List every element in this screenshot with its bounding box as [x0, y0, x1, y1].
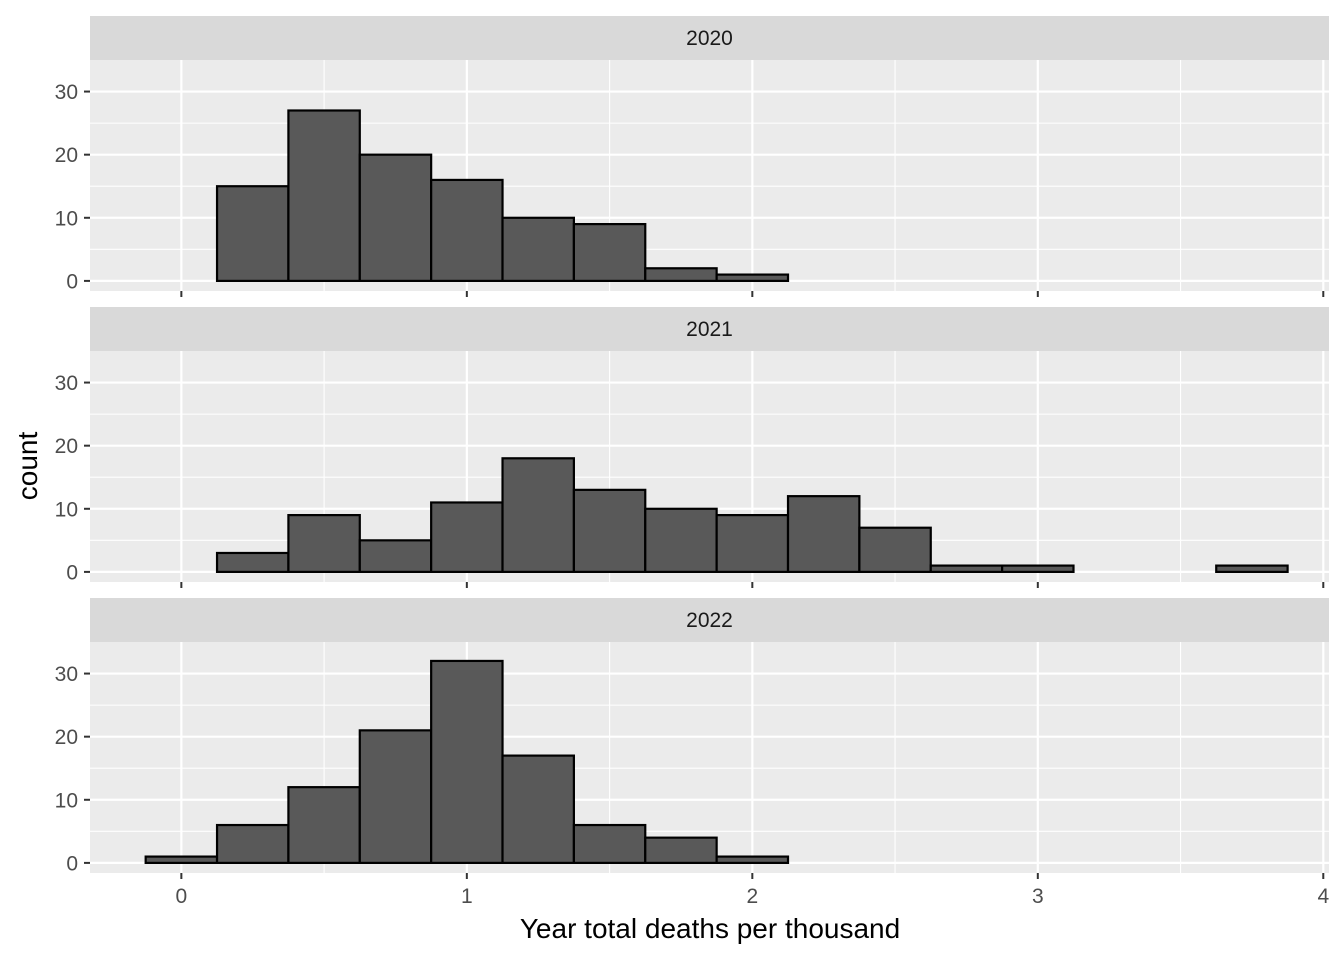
y-tick-label: 20	[55, 144, 78, 167]
histogram-bar	[644, 836, 718, 865]
y-tick-label: 10	[55, 207, 78, 230]
histogram-bar	[572, 823, 647, 865]
histogram-bar	[287, 513, 361, 574]
x-axis: 0 1 2 3 4	[176, 885, 1330, 908]
histogram-bar	[215, 823, 290, 865]
facet-strip-label: 2021	[686, 318, 733, 341]
y-tick-label: 0	[66, 852, 78, 875]
histogram-bar	[644, 507, 718, 574]
histogram-bar	[501, 754, 575, 865]
x-axis-title: Year total deaths per thousand	[520, 913, 900, 944]
histogram-bar	[929, 564, 1004, 574]
x-tick-label: 2	[746, 885, 758, 908]
y-tick-label: 30	[55, 372, 78, 395]
histogram-bar	[430, 178, 504, 283]
facet-2021: 2021 0 10 20 30	[55, 307, 1329, 588]
histogram-bar	[572, 488, 647, 574]
y-axis-title: count	[12, 432, 43, 501]
histogram-bar	[215, 551, 290, 574]
facet-strip	[90, 598, 1329, 642]
histogram-bar	[430, 659, 504, 865]
histogram-bar	[786, 495, 861, 574]
histogram-bar	[287, 109, 361, 283]
histogram-bar	[215, 185, 290, 283]
y-tick-label: 0	[66, 561, 78, 584]
facet-strip-label: 2022	[686, 609, 733, 632]
facet-2022: 2022 0 10 20 30	[55, 598, 1329, 879]
x-tick-label: 4	[1317, 885, 1329, 908]
facet-2020: 2020 0 10 20 30	[55, 16, 1329, 297]
histogram-bar	[715, 855, 790, 865]
y-tick-label: 10	[55, 498, 78, 521]
y-tick-label: 10	[55, 789, 78, 812]
facet-strip	[90, 16, 1329, 60]
histogram-bar	[715, 273, 790, 283]
y-tick-label: 20	[55, 726, 78, 749]
x-tick-label: 0	[176, 885, 188, 908]
histogram-bar	[501, 216, 575, 283]
histogram-bar	[501, 457, 575, 574]
histogram-bar	[1001, 564, 1075, 574]
histogram-bar	[572, 222, 647, 283]
y-tick-label: 0	[66, 270, 78, 293]
y-tick-label: 30	[55, 81, 78, 104]
histogram-bar	[358, 539, 433, 574]
y-tick-label: 20	[55, 435, 78, 458]
histogram-bar	[358, 729, 433, 865]
facet-strip	[90, 307, 1329, 351]
x-tick-label: 1	[461, 885, 473, 908]
facet-strip-label: 2020	[686, 27, 733, 50]
x-tick-label: 3	[1032, 885, 1044, 908]
histogram-bar	[644, 267, 718, 283]
histogram-bar	[430, 501, 504, 574]
histogram-bar	[1215, 564, 1289, 574]
histogram-bar	[858, 526, 932, 574]
histogram-bar	[287, 786, 361, 865]
histogram-bar	[715, 513, 790, 574]
histogram-bar	[358, 153, 433, 283]
facet-panels: 2020 0 10 20 30 2021 0 10 20 30 2022 0 10 20 30	[55, 16, 1329, 879]
histogram-bar	[144, 855, 219, 865]
y-tick-label: 30	[55, 663, 78, 686]
